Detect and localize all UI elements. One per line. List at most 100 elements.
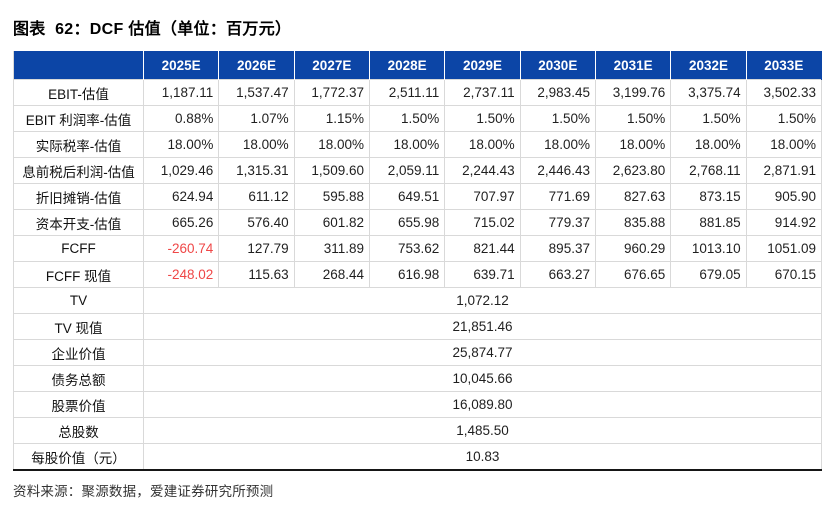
- value-cell: 835.88: [594, 209, 672, 236]
- row-label: 总股数: [13, 417, 144, 444]
- value-cell: 2,446.43: [519, 157, 596, 184]
- value-cell: 1.50%: [444, 105, 521, 132]
- row-label: 债务总额: [13, 365, 144, 392]
- figure-title: 图表 62：DCF 估值（单位：百万元）: [13, 21, 292, 38]
- value-cell: 1.50%: [368, 105, 446, 132]
- value-cell: 1.07%: [218, 105, 295, 132]
- summary-value-cell: 10,045.66: [143, 365, 822, 392]
- value-cell: 311.89: [293, 235, 370, 262]
- value-cell: 2,244.43: [444, 157, 521, 184]
- value-cell: 1.50%: [670, 105, 747, 132]
- value-cell: 960.29: [594, 235, 672, 262]
- value-cell: 3,375.74: [670, 79, 747, 106]
- value-cell: 3,502.33: [745, 79, 823, 106]
- value-cell: 2,768.11: [670, 157, 747, 184]
- table-row: 资本开支-估值 665.26 576.40 601.82 655.98 715.02 779…: [13, 209, 823, 236]
- value-cell: 665.26: [142, 209, 220, 236]
- value-cell: 1.50%: [745, 105, 823, 132]
- summary-row: TV 现值 21,851.46: [13, 313, 822, 340]
- value-cell: 663.27: [519, 261, 596, 288]
- value-cell: 18.00%: [444, 131, 521, 158]
- value-cell: 676.65: [594, 261, 672, 288]
- column-header: 2028E: [369, 51, 446, 80]
- value-cell: 2,871.91: [745, 157, 823, 184]
- value-cell: 639.71: [444, 261, 521, 288]
- value-cell: 655.98: [368, 209, 446, 236]
- row-label: 息前税后利润-估值: [13, 157, 144, 184]
- summary-row: 每股价值（元） 10.83: [13, 443, 822, 471]
- column-header: 2025E: [143, 51, 220, 80]
- value-cell: 18.00%: [519, 131, 596, 158]
- value-cell: 18.00%: [670, 131, 747, 158]
- value-cell: -260.74: [142, 235, 220, 262]
- dcf-valuation-table: 2025E 2026E 2027E 2028E 2029E 2030E 2031E 2032E…: [13, 51, 823, 471]
- value-cell: 0.88%: [142, 105, 220, 132]
- table-header: 2025E 2026E 2027E 2028E 2029E 2030E 2031E 2032E…: [13, 51, 823, 80]
- column-header: 2030E: [520, 51, 596, 80]
- row-label: FCFF: [13, 235, 144, 262]
- value-cell: 268.44: [293, 261, 370, 288]
- table-row: FCFF -260.74 127.79 311.89 753.62 821.44 895.3…: [13, 235, 823, 262]
- value-cell: 611.12: [218, 183, 295, 210]
- value-cell: 2,511.11: [368, 79, 446, 106]
- value-cell: 1.15%: [293, 105, 370, 132]
- row-label: EBIT 利润率-估值: [13, 105, 144, 132]
- table-row: 实际税率-估值 18.00% 18.00% 18.00% 18.00% 18.00% 18.…: [13, 131, 823, 158]
- column-header: 2027E: [294, 51, 370, 80]
- summary-value-cell: 25,874.77: [143, 339, 822, 366]
- value-cell: 18.00%: [745, 131, 823, 158]
- value-cell: 827.63: [594, 183, 672, 210]
- row-label: 折旧摊销-估值: [13, 183, 144, 210]
- value-cell: 707.97: [444, 183, 521, 210]
- row-label: 股票价值: [13, 391, 144, 418]
- table-row: EBIT 利润率-估值 0.88% 1.07% 1.15% 1.50% 1.50% 1.50…: [13, 105, 823, 132]
- value-cell: 3,199.76: [594, 79, 672, 106]
- value-cell: 649.51: [368, 183, 446, 210]
- value-cell: 670.15: [745, 261, 823, 288]
- summary-value-cell: 1,485.50: [143, 417, 822, 444]
- value-cell: 1051.09: [745, 235, 823, 262]
- row-label: 企业价值: [13, 339, 144, 366]
- value-cell: 1,772.37: [293, 79, 370, 106]
- value-cell: 753.62: [368, 235, 446, 262]
- value-cell: 873.15: [670, 183, 747, 210]
- value-cell: 115.63: [218, 261, 295, 288]
- row-label: 资本开支-估值: [13, 209, 144, 236]
- summary-row: 债务总额 10,045.66: [13, 365, 822, 392]
- value-cell: 18.00%: [368, 131, 446, 158]
- row-label: EBIT-估值: [13, 79, 144, 106]
- table-row: FCFF 现值 -248.02 115.63 268.44 616.98 639.71 66…: [13, 261, 823, 288]
- row-label: TV: [13, 287, 144, 314]
- value-cell: 2,059.11: [368, 157, 446, 184]
- value-cell: 1,509.60: [293, 157, 370, 184]
- summary-value-cell: 10.83: [143, 443, 822, 471]
- value-cell: 601.82: [293, 209, 370, 236]
- value-cell: 771.69: [519, 183, 596, 210]
- value-cell: 576.40: [218, 209, 295, 236]
- summary-row: 股票价值 16,089.80: [13, 391, 822, 418]
- value-cell: 18.00%: [218, 131, 295, 158]
- value-cell: 18.00%: [293, 131, 370, 158]
- value-cell: 127.79: [218, 235, 295, 262]
- summary-value-cell: 21,851.46: [143, 313, 822, 340]
- value-cell: 905.90: [745, 183, 823, 210]
- column-header: 2029E: [444, 51, 521, 80]
- table-row: 折旧摊销-估值 624.94 611.12 595.88 649.51 707.97 771…: [13, 183, 823, 210]
- value-cell: 18.00%: [142, 131, 220, 158]
- row-label: TV 现值: [13, 313, 144, 340]
- value-cell: 1013.10: [670, 235, 747, 262]
- summary-row: 企业价值 25,874.77: [13, 339, 822, 366]
- column-header: 2032E: [670, 51, 747, 80]
- table-body: EBIT-估值 1,187.11 1,537.47 1,772.37 2,511.11 2…: [13, 79, 823, 471]
- value-cell: 624.94: [142, 183, 220, 210]
- row-label: 实际税率-估值: [13, 131, 144, 158]
- value-cell: 2,737.11: [444, 79, 521, 106]
- source-note: 资料来源：聚源数据，爱建证券研究所预测: [13, 484, 274, 499]
- summary-value-cell: 1,072.12: [143, 287, 822, 314]
- value-cell: 2,983.45: [519, 79, 596, 106]
- summary-row: 总股数 1,485.50: [13, 417, 822, 444]
- value-cell: 2,623.80: [594, 157, 672, 184]
- column-header: [13, 51, 144, 80]
- value-cell: 679.05: [670, 261, 747, 288]
